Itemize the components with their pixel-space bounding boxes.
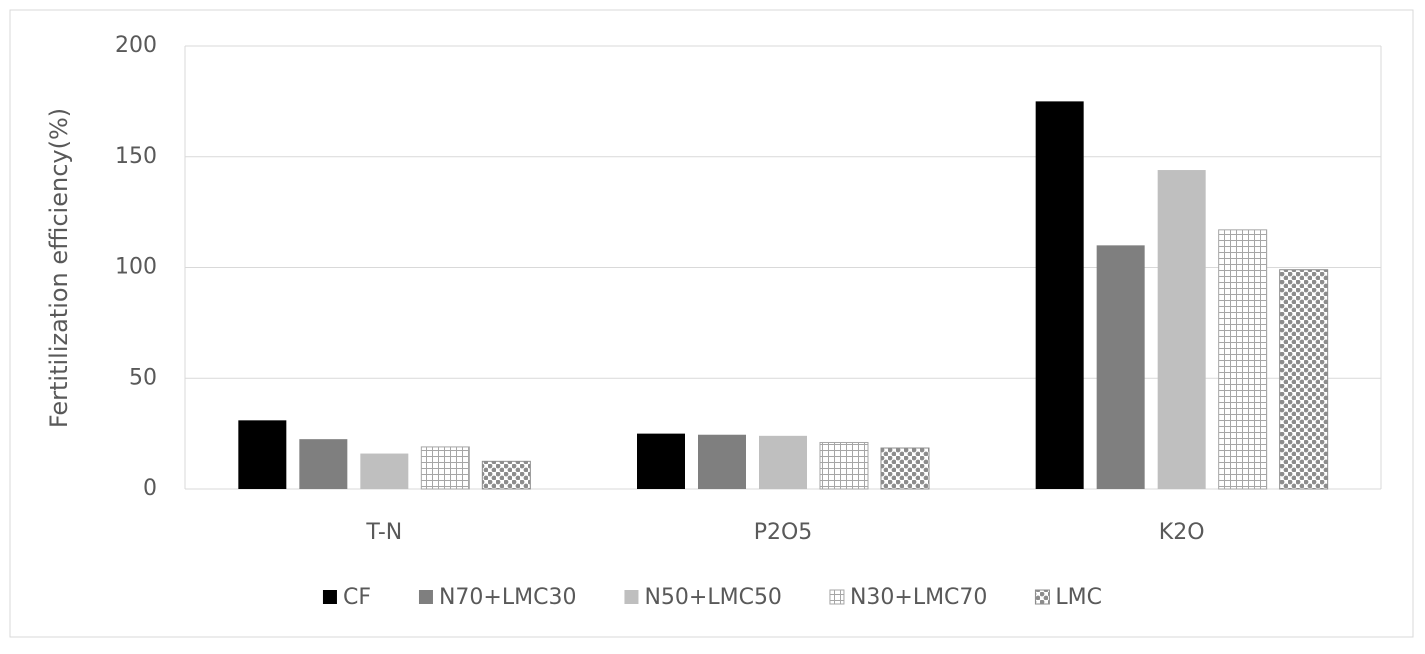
bar [420, 446, 470, 490]
x-tick-label: K2O [1159, 520, 1205, 545]
legend-swatch [624, 590, 639, 604]
bar [759, 435, 807, 489]
bar [299, 439, 348, 489]
x-tick-label: T-N [365, 520, 402, 545]
bar [238, 420, 287, 489]
y-tick-label: 0 [143, 476, 157, 501]
bar [698, 434, 746, 489]
bar [1035, 101, 1084, 489]
bar [360, 453, 409, 489]
bar [1096, 245, 1145, 489]
bar [637, 433, 685, 489]
legend-label: LMC [1055, 585, 1102, 610]
y-tick-label: 50 [129, 365, 157, 390]
legend-label: N50+LMC50 [644, 585, 781, 610]
legend-label: CF [343, 585, 371, 610]
y-tick-label: 200 [115, 33, 157, 58]
bar [1157, 170, 1206, 490]
x-tick-label: P2O5 [754, 520, 813, 545]
bar [481, 460, 531, 490]
bar [1218, 229, 1268, 490]
y-tick-label: 100 [115, 255, 157, 280]
bar [880, 447, 930, 490]
legend-swatch [1034, 589, 1050, 605]
y-tick-label: 150 [115, 144, 157, 169]
legend-swatch [418, 590, 433, 604]
legend-label: N30+LMC70 [850, 585, 987, 610]
bar [819, 441, 869, 490]
legend-swatch [829, 589, 845, 605]
bar [1279, 269, 1329, 490]
legend-swatch [322, 590, 337, 604]
y-axis-label: Fertitilization efficiency(%) [45, 108, 73, 428]
legend-label: N70+LMC30 [439, 585, 576, 610]
